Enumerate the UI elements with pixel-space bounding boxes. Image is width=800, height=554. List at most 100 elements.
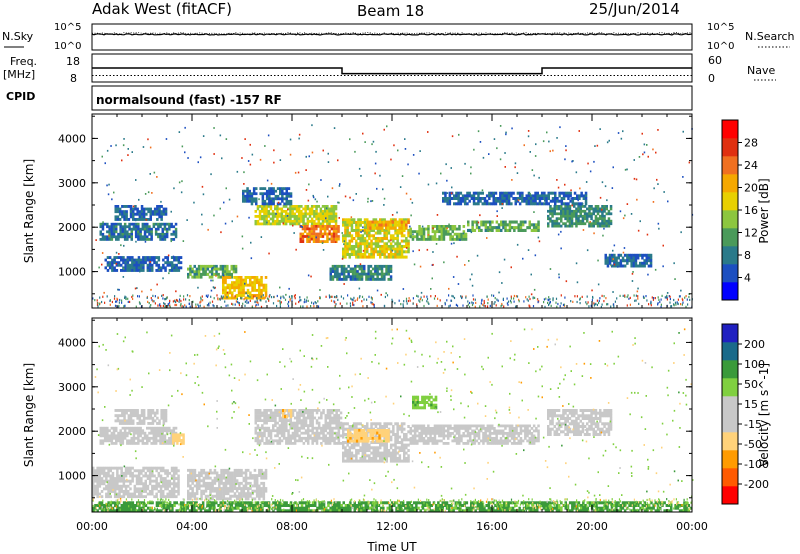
data-cell-4 (315, 409, 319, 412)
data-cell-11 (590, 217, 593, 221)
data-cell-13 (499, 191, 502, 195)
ground-scatter-point (183, 295, 185, 298)
data-cell-4 (324, 421, 327, 425)
scatter-point (343, 243, 345, 246)
ground-scatter-point (486, 305, 489, 308)
ground-scatter-point (347, 294, 349, 297)
data-cell-5 (334, 215, 338, 218)
data-cell-11 (562, 214, 565, 218)
data-cell-14 (345, 270, 348, 273)
data-cell-7 (368, 242, 371, 246)
scatter-point (113, 226, 115, 228)
scatter-point (479, 141, 482, 143)
data-cell-3 (202, 481, 206, 485)
ground-scatter-point (513, 300, 515, 303)
data-cell-3 (242, 471, 246, 475)
scatter-point (594, 145, 596, 147)
scatter-point (405, 192, 408, 195)
data-cell-9 (431, 225, 435, 228)
data-cell-5 (344, 454, 347, 458)
data-cell-9 (458, 227, 461, 231)
data-cell-4 (242, 278, 245, 282)
data-cell-8 (367, 223, 370, 227)
data-cell-2 (164, 256, 167, 259)
data-cell-2 (101, 442, 105, 445)
noise-tick-top-right: 10^5 (707, 22, 734, 33)
data-cell-3 (232, 270, 236, 274)
data-cell-7 (372, 247, 375, 251)
data-cell-12 (632, 256, 636, 260)
data-cell-0 (144, 490, 147, 493)
ground-scatter-point (430, 295, 432, 298)
ground-scatter-point (157, 304, 159, 307)
data-cell-7 (350, 247, 354, 251)
data-cell-11 (564, 205, 567, 208)
data-cell-8 (405, 220, 408, 224)
scatter-point (602, 234, 604, 237)
ground-scatter-point (579, 298, 581, 301)
data-cell-7 (344, 245, 347, 248)
data-cell-1 (127, 416, 131, 420)
data-cell-2 (152, 431, 156, 435)
data-cell-2 (144, 261, 147, 265)
data-cell-11 (601, 219, 604, 223)
data-cell-1 (160, 416, 163, 420)
ground-scatter-point (550, 304, 552, 307)
data-cell-4 (307, 439, 310, 443)
data-cell-3 (206, 272, 210, 276)
data-cell-1 (163, 222, 167, 226)
scatter-point (462, 232, 465, 235)
data-cell-0 (111, 484, 115, 488)
data-cell-4 (328, 442, 332, 445)
data-cell-11 (579, 219, 582, 223)
data-cell-14 (347, 264, 350, 268)
ground-scatter-point (167, 303, 169, 306)
data-cell-11 (592, 222, 595, 226)
ground-scatter-point (510, 301, 512, 304)
data-cell-3 (227, 481, 230, 485)
scatter-point (522, 257, 524, 260)
data-cell-5 (344, 449, 347, 452)
data-cell-11 (560, 205, 563, 208)
data-cell-7 (396, 253, 399, 256)
scatter-point (250, 241, 252, 244)
data-cell-1 (129, 414, 133, 418)
data-cell-14 (383, 264, 386, 268)
data-cell-2 (146, 266, 150, 270)
scatter-point (571, 204, 573, 207)
data-cell-9 (420, 237, 424, 241)
data-cell-3 (220, 492, 223, 496)
data-cell-2 (177, 269, 181, 272)
data-cell-4 (333, 426, 336, 430)
data-cell-2 (137, 426, 140, 430)
data-cell-5 (282, 220, 286, 223)
data-cell-5 (326, 222, 329, 226)
data-cell-0 (96, 477, 99, 480)
data-cell-1 (136, 411, 139, 415)
data-cell-11 (553, 212, 556, 216)
data-cell-13 (505, 194, 509, 198)
data-cell-6 (306, 227, 309, 231)
data-cell-3 (215, 471, 219, 475)
scatter-point (106, 149, 109, 152)
data-cell-4 (256, 409, 260, 412)
data-cell-0 (131, 479, 134, 483)
scatter-point (534, 155, 537, 157)
data-cell-3 (240, 494, 243, 498)
scatter-point (118, 253, 120, 255)
scatter-point (341, 257, 344, 260)
data-cell-13 (534, 197, 537, 200)
ground-scatter-point (304, 298, 306, 301)
data-cell-11 (566, 214, 569, 218)
freq-label: Freq. (10, 55, 37, 68)
data-cell-7 (359, 253, 362, 256)
data-cell-7 (398, 229, 402, 232)
data-cell-1 (150, 235, 153, 239)
data-cell-5 (317, 205, 320, 208)
data-cell-4 (228, 283, 232, 287)
data-cell-3 (218, 492, 221, 496)
data-cell-14 (371, 277, 375, 281)
data-cell-2 (139, 266, 143, 270)
data-cell-0 (142, 212, 146, 216)
data-cell-14 (389, 267, 393, 271)
